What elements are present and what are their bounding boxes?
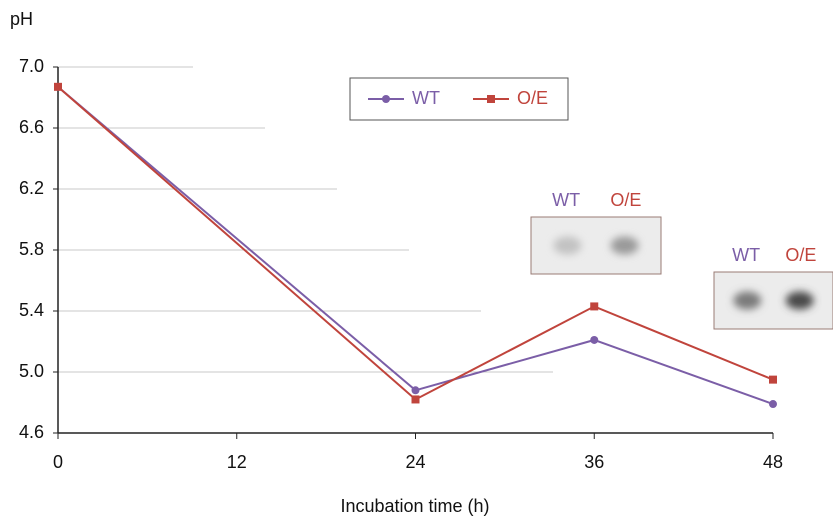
y-tick-label: 5.8 — [19, 239, 44, 259]
blot-band — [611, 237, 639, 255]
blot-label: O/E — [610, 190, 641, 210]
page: {"chart_data": {"type": "line", "y_label… — [0, 0, 833, 525]
x-tick-label: 12 — [227, 452, 247, 472]
blot-label: O/E — [785, 245, 816, 265]
series-line — [58, 87, 773, 404]
data-point — [412, 395, 420, 403]
data-point — [769, 400, 777, 408]
data-point — [412, 386, 420, 394]
y-tick-label: 4.6 — [19, 422, 44, 442]
blot-band — [786, 292, 814, 310]
y-tick-label: 5.0 — [19, 361, 44, 381]
data-point — [590, 302, 598, 310]
series-line — [58, 87, 773, 400]
data-point — [590, 336, 598, 344]
x-axis-label: Incubation time (h) — [340, 496, 489, 516]
y-tick-label: 5.4 — [19, 300, 44, 320]
x-tick-label: 0 — [53, 452, 63, 472]
legend-marker — [382, 95, 390, 103]
blot-band — [733, 292, 761, 310]
blot-image — [531, 217, 661, 274]
y-tick-label: 6.2 — [19, 178, 44, 198]
legend-marker — [487, 95, 495, 103]
data-point — [769, 376, 777, 384]
data-point — [54, 83, 62, 91]
legend-label: O/E — [517, 88, 548, 108]
blot-label: WT — [732, 245, 760, 265]
y-axis-label: pH — [10, 9, 33, 29]
x-tick-label: 48 — [763, 452, 783, 472]
x-tick-label: 24 — [405, 452, 425, 472]
blot-label: WT — [552, 190, 580, 210]
y-tick-label: 7.0 — [19, 56, 44, 76]
blot-band — [553, 237, 581, 255]
blot-image — [714, 272, 833, 329]
legend-label: WT — [412, 88, 440, 108]
x-tick-label: 36 — [584, 452, 604, 472]
chart: pH Incubation time (h) 4.6 5.0 5.4 5.8 6.2 6.… — [0, 0, 833, 525]
y-tick-label: 6.6 — [19, 117, 44, 137]
